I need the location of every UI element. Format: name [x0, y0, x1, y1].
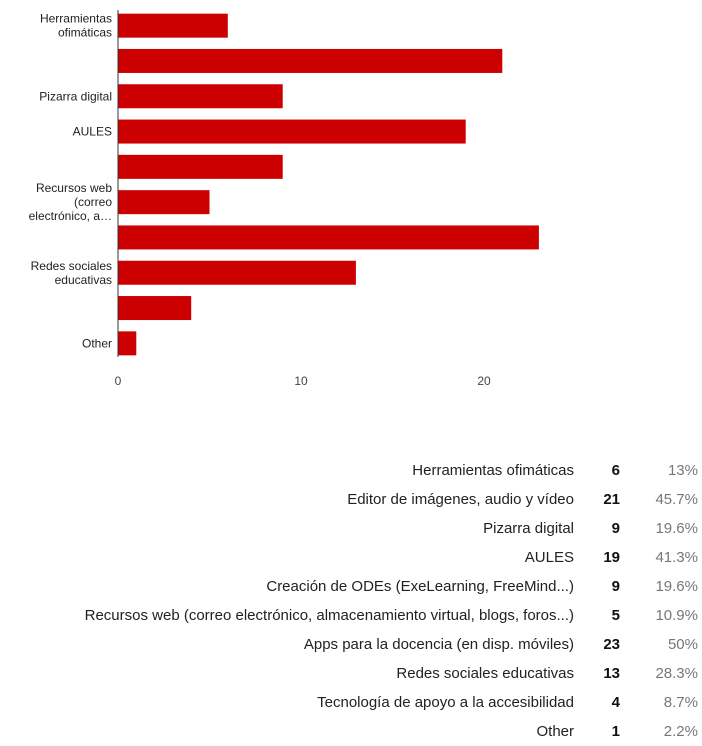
summary-row: Redes sociales educativas 13 28.3%: [0, 659, 702, 688]
summary-category: Pizarra digital: [483, 520, 574, 537]
summary-percentage: 41.3%: [655, 549, 698, 566]
summary-category: Creación de ODEs (ExeLearning, FreeMind.…: [266, 578, 574, 595]
summary-row: Tecnología de apoyo a la accesibilidad 4 8…: [0, 688, 702, 717]
category-label-0: Herramientas ofimáticas: [40, 12, 112, 40]
bar-0: [118, 13, 228, 38]
x-tick-2: 20: [477, 374, 491, 388]
summary-percentage: 19.6%: [655, 520, 698, 537]
summary-category: Other: [536, 723, 574, 740]
summary-percentage: 19.6%: [655, 578, 698, 595]
summary-row: Editor de imágenes, audio y vídeo 21 45.7%: [0, 485, 702, 514]
summary-count: 5: [611, 607, 620, 624]
summary-category: AULES: [524, 549, 574, 566]
summary-category: Apps para la docencia (en disp. móviles): [303, 636, 574, 653]
bar-9: [118, 331, 137, 356]
summary-percentage: 28.3%: [655, 665, 698, 682]
summary-percentage: 45.7%: [655, 491, 698, 508]
bar-4: [118, 154, 283, 179]
summary-row: Pizarra digital 9 19.6%: [0, 514, 702, 543]
summary-category: Herramientas ofimáticas: [412, 462, 574, 479]
summary-row: Apps para la docencia (en disp. móviles)…: [0, 630, 702, 659]
bar-chart: Herramientas ofimáticas Pizarra digital AUL…: [29, 10, 539, 388]
bar-1: [118, 48, 503, 73]
summary-percentage: 2.2%: [663, 723, 698, 740]
summary-count: 9: [611, 578, 620, 595]
summary-count: 4: [611, 694, 620, 711]
bar-2: [118, 84, 283, 109]
summary-count: 23: [603, 636, 620, 653]
bar-7: [118, 260, 356, 285]
summary-count: 6: [611, 462, 620, 479]
category-label-2: Pizarra digital: [39, 89, 112, 103]
x-tick-1: 10: [294, 374, 308, 388]
summary-count: 21: [603, 491, 620, 508]
summary-percentage: 13%: [667, 462, 698, 479]
category-label-3: AULES: [73, 125, 112, 139]
x-tick-0: 0: [115, 374, 122, 388]
bar-3: [118, 119, 466, 144]
summary-category: Redes sociales educativas: [396, 665, 574, 682]
bar-8: [118, 296, 192, 321]
bar-6: [118, 225, 539, 250]
summary-count: 1: [611, 723, 620, 740]
summary-category: Recursos web (correo electrónico, almace…: [84, 607, 574, 624]
summary-row: Other 1 2.2%: [0, 717, 702, 746]
summary-row: AULES 19 41.3%: [0, 543, 702, 572]
summary-count: 13: [603, 665, 620, 682]
summary-percentage: 8.7%: [663, 694, 698, 711]
category-labels: Herramientas ofimáticas Pizarra digital AUL…: [29, 12, 113, 351]
summary-table: Herramientas ofimáticas 6 13% Editor de imá…: [0, 456, 702, 746]
summary-category: Editor de imágenes, audio y vídeo: [347, 491, 574, 508]
category-label-9: Other: [82, 336, 112, 350]
bar-5: [118, 190, 210, 215]
summary-category: Tecnología de apoyo a la accesibilidad: [317, 694, 574, 711]
summary-percentage: 10.9%: [655, 607, 698, 624]
summary-percentage: 50%: [667, 636, 698, 653]
summary-count: 19: [603, 549, 620, 566]
summary-count: 9: [611, 520, 620, 537]
summary-row: Creación de ODEs (ExeLearning, FreeMind.…: [0, 572, 702, 601]
summary-row: Recursos web (correo electrónico, almace…: [0, 601, 702, 630]
summary-row: Herramientas ofimáticas 6 13%: [0, 456, 702, 485]
x-tick-labels: 0 10 20: [115, 374, 491, 388]
bars-group: [118, 13, 539, 356]
category-label-7: Redes sociales educativas: [31, 259, 112, 287]
category-label-5: Recursos web (correo electrónico, a…: [29, 181, 113, 223]
